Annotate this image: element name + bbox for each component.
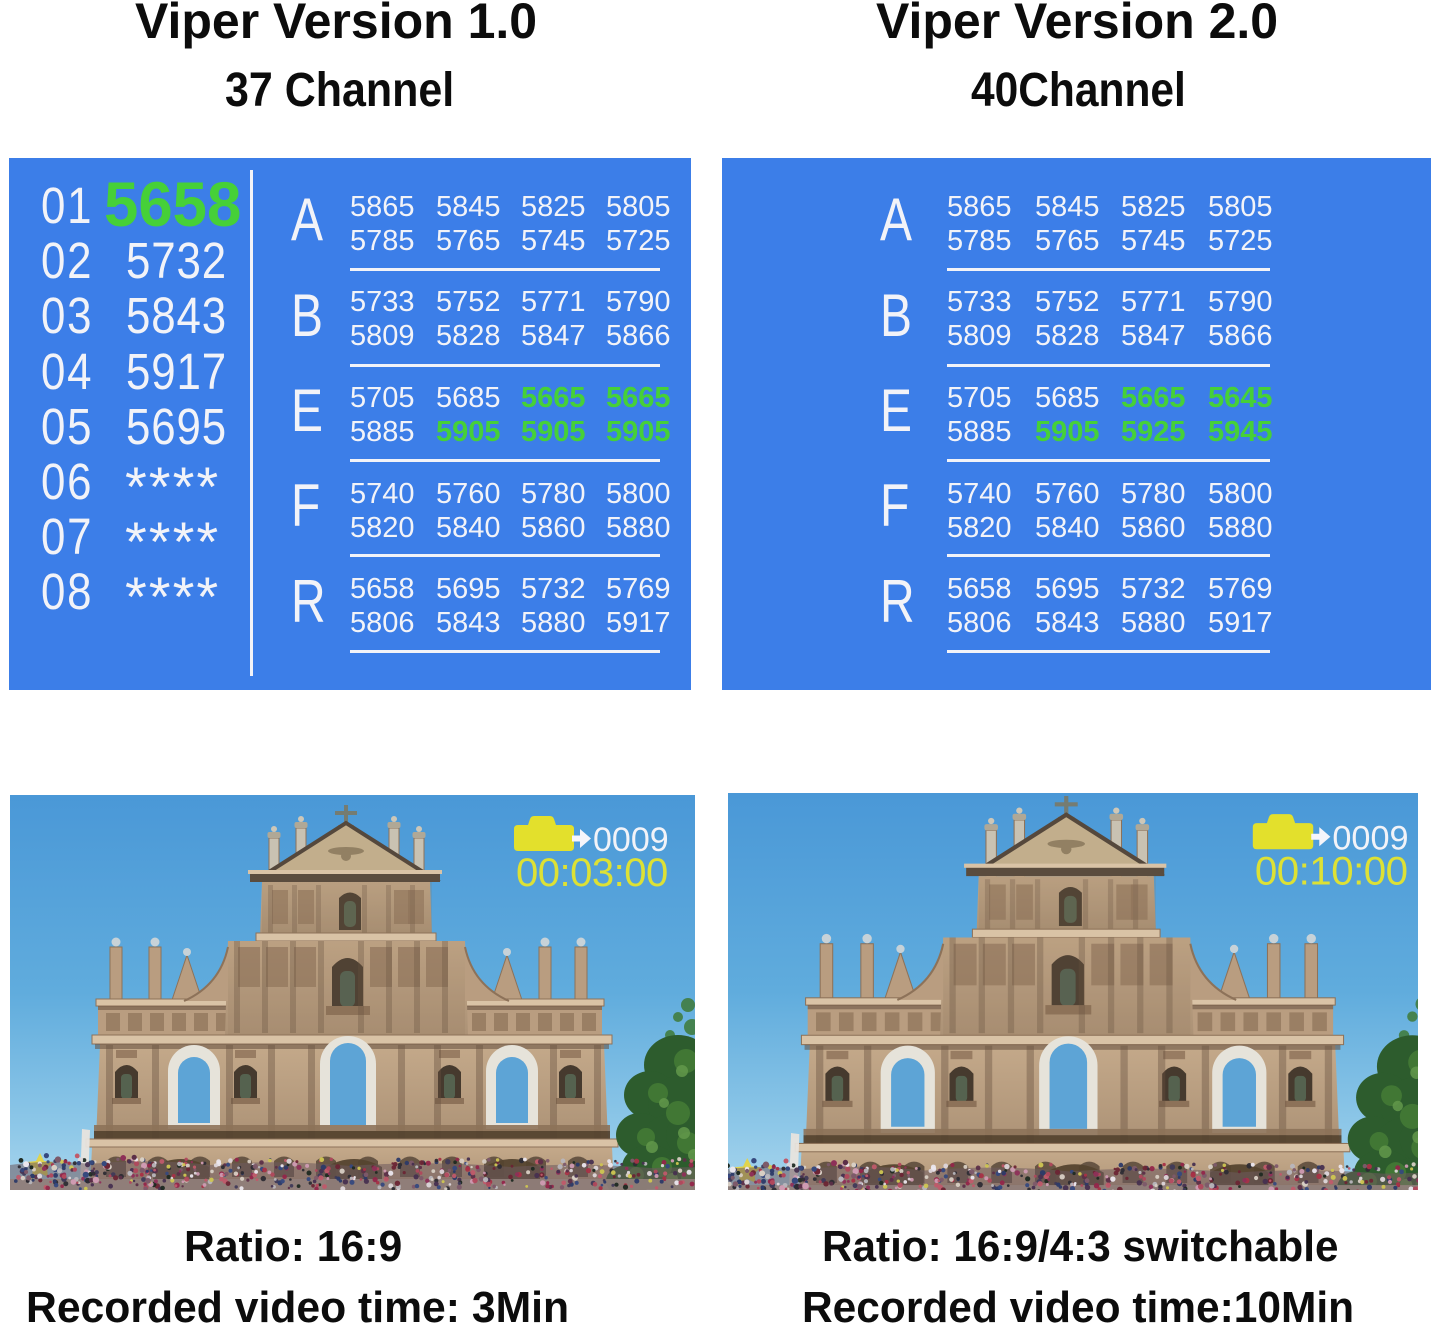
svg-text:00:03:00: 00:03:00 [516,851,668,895]
svg-text:0009: 0009 [1332,819,1408,857]
svg-text:00:10:00: 00:10:00 [1255,849,1408,894]
svg-text:0009: 0009 [593,821,669,859]
